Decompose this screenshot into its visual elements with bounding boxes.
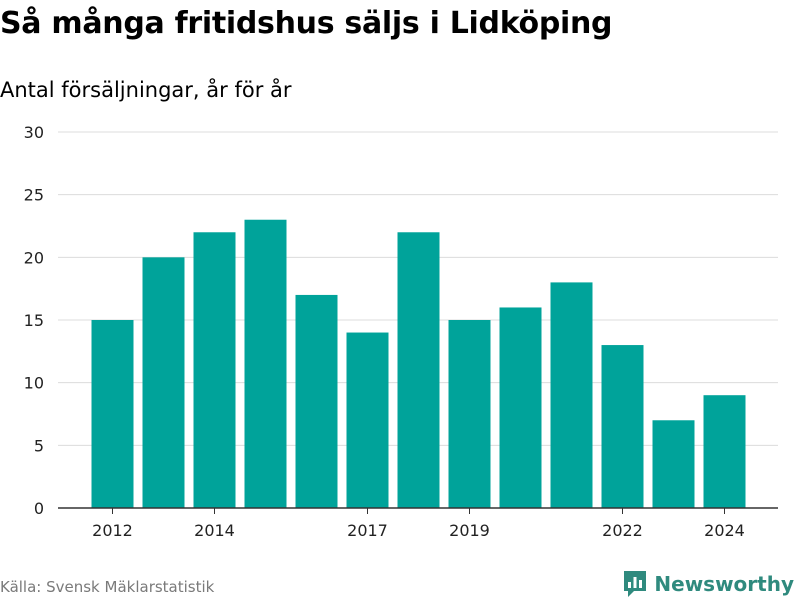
brand-name: Newsworthy [654,572,794,596]
y-tick-label: 20 [24,248,44,267]
x-tick-label: 2017 [347,521,388,540]
source-note: Källa: Svensk Mäklarstatistik [0,578,215,596]
bar-2021 [550,282,593,508]
bar-2015 [244,219,287,508]
y-axis-ticks: 0 5 10 15 20 25 30 [24,123,44,518]
x-axis-ticks: 2012 2014 2017 2019 2022 2024 [92,508,745,540]
chart-subtitle: Antal försäljningar, år för år [0,78,292,102]
y-tick-label: 5 [34,436,44,455]
bar-chart: 0 5 10 15 20 25 30 2012 2014 2017 2019 2022 2024 [24,123,778,540]
chart-title: Så många fritidshus säljs i Lidköping [0,6,613,41]
bar-2020 [499,307,542,508]
bar-2023 [652,420,695,508]
bar-2013 [142,257,185,508]
y-tick-label: 30 [24,123,44,142]
x-tick-label: 2024 [704,521,745,540]
x-tick-label: 2014 [194,521,235,540]
bars [91,219,746,508]
bar-2012 [91,320,134,508]
y-tick-label: 0 [34,499,44,518]
bar-2014 [193,232,236,508]
bar-2017 [346,332,389,508]
bar-2016 [295,294,338,508]
y-tick-label: 25 [24,186,44,205]
bar-2022 [601,345,644,508]
y-tick-label: 10 [24,374,44,393]
bar-2024 [703,395,746,508]
x-tick-label: 2012 [92,521,133,540]
newsworthy-logo-icon [624,571,647,597]
bar-2018 [397,232,440,508]
x-tick-label: 2022 [602,521,643,540]
x-tick-label: 2019 [449,521,490,540]
bar-2019 [448,320,491,508]
y-tick-label: 15 [24,311,44,330]
brand-logo: Newsworthy [622,569,794,599]
